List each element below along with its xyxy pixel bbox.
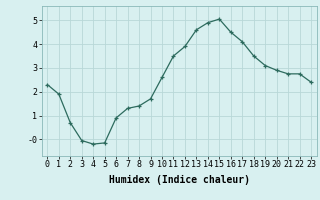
X-axis label: Humidex (Indice chaleur): Humidex (Indice chaleur) — [109, 175, 250, 185]
